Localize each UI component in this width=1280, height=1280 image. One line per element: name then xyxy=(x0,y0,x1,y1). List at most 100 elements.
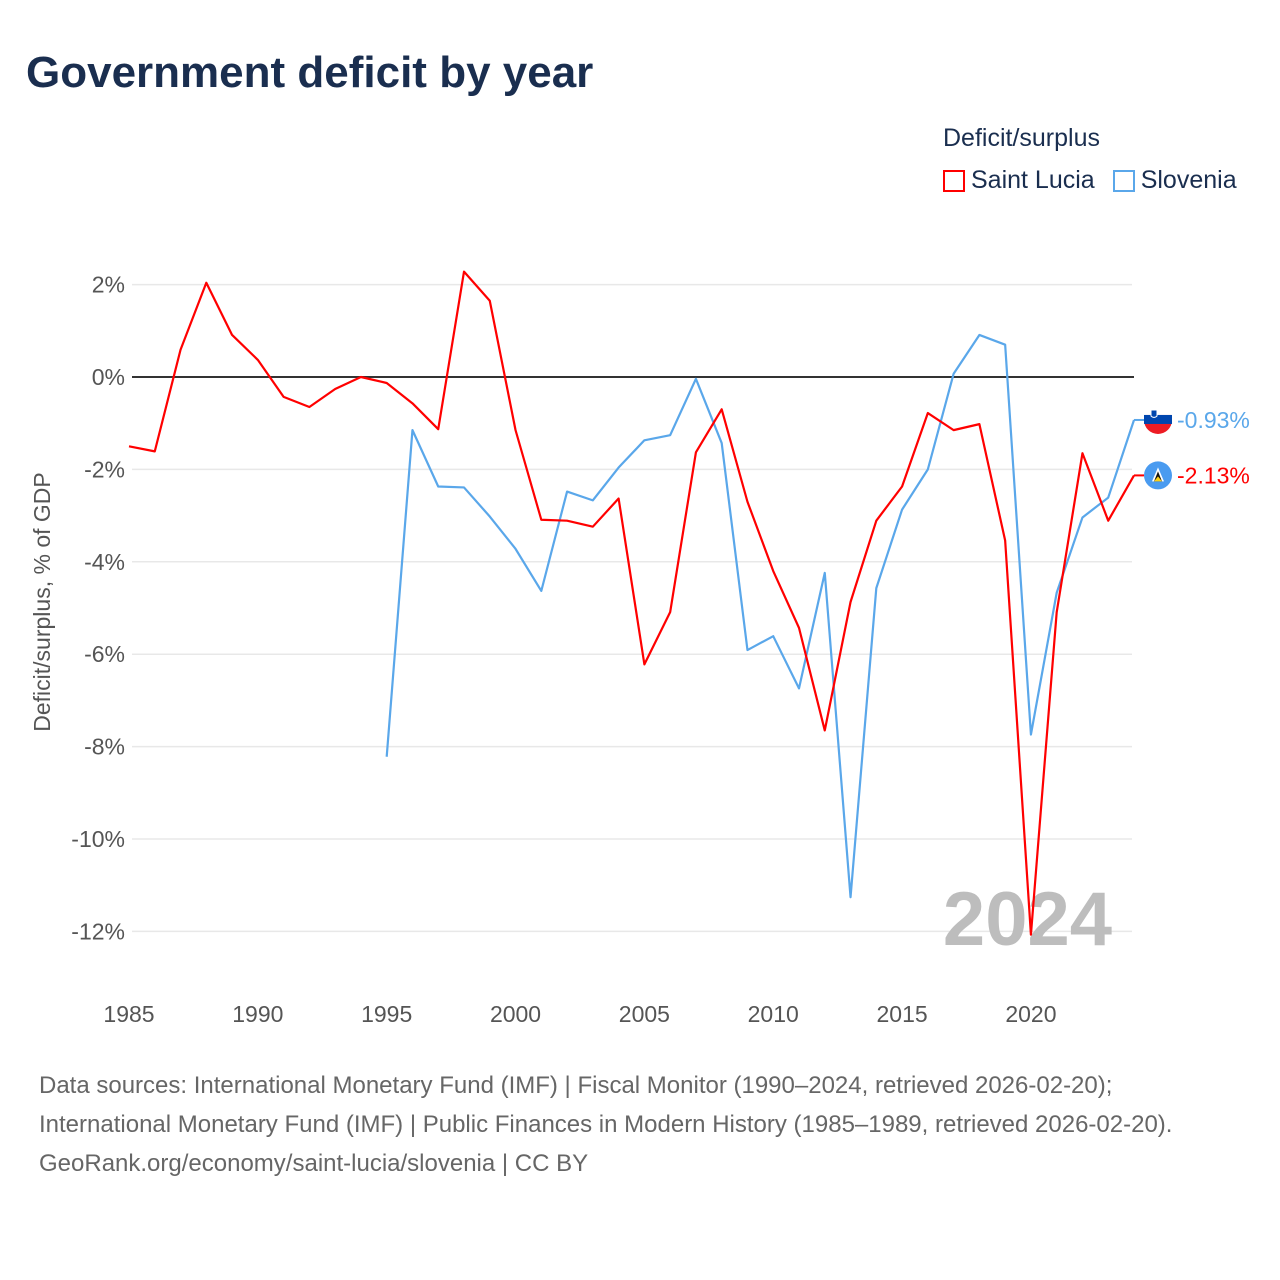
legend-item-saint-lucia[interactable]: Saint Lucia xyxy=(943,166,1095,195)
data-point-saint-lucia xyxy=(228,331,236,339)
x-tick-label: 1985 xyxy=(103,1001,154,1027)
data-point-saint-lucia xyxy=(331,385,339,393)
data-point-saint-lucia xyxy=(202,279,210,287)
data-point-slovenia xyxy=(795,684,803,692)
data-point-slovenia xyxy=(898,506,906,514)
x-tick-label: 2020 xyxy=(1005,1001,1056,1027)
legend-label: Saint Lucia xyxy=(971,166,1095,194)
flag-coat-of-arms xyxy=(1150,409,1158,418)
data-point-saint-lucia xyxy=(975,420,983,428)
data-point-saint-lucia xyxy=(512,426,520,434)
data-point-slovenia xyxy=(847,893,855,901)
data-point-slovenia xyxy=(486,513,494,521)
data-point-saint-lucia xyxy=(924,409,932,417)
footer: Data sources: International Monetary Fun… xyxy=(39,1066,1239,1183)
flag-triangle-gold xyxy=(1154,476,1162,482)
data-point-slovenia xyxy=(589,496,597,504)
y-tick-label: -4% xyxy=(84,549,125,575)
legend-swatch-saint-lucia xyxy=(943,169,965,192)
data-point-saint-lucia xyxy=(821,726,829,734)
series-line-slovenia xyxy=(385,333,1136,899)
data-point-slovenia xyxy=(1078,513,1086,521)
data-point-slovenia xyxy=(1104,494,1112,502)
y-tick-label: -10% xyxy=(71,826,125,852)
data-point-slovenia xyxy=(408,426,416,434)
legend-swatch-slovenia xyxy=(1112,169,1135,192)
data-point-slovenia xyxy=(975,331,983,339)
data-point-saint-lucia xyxy=(1104,517,1112,525)
data-point-slovenia xyxy=(769,632,777,640)
data-point-slovenia xyxy=(692,375,700,383)
data-point-saint-lucia xyxy=(460,268,468,276)
data-point-saint-lucia xyxy=(615,495,623,503)
x-tick-label: 1990 xyxy=(232,1001,283,1027)
data-point-saint-lucia xyxy=(589,523,597,531)
data-point-slovenia xyxy=(821,569,829,577)
x-tick-label: 2005 xyxy=(619,1001,670,1027)
data-point-slovenia xyxy=(563,488,571,496)
y-tick-label: 0% xyxy=(92,364,125,390)
data-point-slovenia xyxy=(537,587,545,595)
data-point-slovenia xyxy=(743,646,751,654)
data-point-saint-lucia xyxy=(847,598,855,606)
x-tick-label: 1995 xyxy=(361,1001,412,1027)
data-point-slovenia xyxy=(666,431,674,439)
y-tick-label: 2% xyxy=(92,272,125,298)
data-point-slovenia xyxy=(460,483,468,491)
x-tick-label: 2015 xyxy=(876,1001,927,1027)
data-point-saint-lucia xyxy=(408,399,416,407)
flag-stripe-blue xyxy=(1144,414,1172,424)
legend-item-slovenia[interactable]: Slovenia xyxy=(1112,166,1237,195)
data-point-saint-lucia xyxy=(872,517,880,525)
legend-title: Deficit/surplus xyxy=(943,124,1100,152)
data-point-saint-lucia xyxy=(692,448,700,456)
data-point-slovenia xyxy=(924,465,932,473)
series-line-saint-lucia xyxy=(128,270,1135,936)
data-point-slovenia xyxy=(434,482,442,490)
y-tick-label: -12% xyxy=(71,918,125,944)
data-point-saint-lucia xyxy=(177,346,185,354)
data-point-saint-lucia xyxy=(486,297,494,305)
data-point-saint-lucia xyxy=(537,516,545,524)
chart-title: Government deficit by year xyxy=(26,48,594,97)
data-point-saint-lucia xyxy=(718,405,726,413)
data-point-saint-lucia xyxy=(434,425,442,433)
data-point-slovenia xyxy=(872,584,880,592)
data-point-saint-lucia xyxy=(125,442,133,450)
flag-stripe-white xyxy=(1144,405,1172,415)
data-point-saint-lucia xyxy=(950,426,958,434)
x-tick-label: 2010 xyxy=(748,1001,799,1027)
y-axis-label: Deficit/surplus, % of GDP xyxy=(29,472,55,731)
data-point-saint-lucia xyxy=(1053,608,1061,616)
data-point-slovenia xyxy=(718,439,726,447)
x-tick-label: 2000 xyxy=(490,1001,541,1027)
end-value-label: -2.13% xyxy=(1177,462,1250,488)
attribution: GeoRank.org/economy/saint-lucia/slovenia… xyxy=(39,1150,589,1177)
data-point-saint-lucia xyxy=(383,379,391,387)
data-point-saint-lucia xyxy=(795,624,803,632)
data-point-saint-lucia xyxy=(254,356,262,364)
legend: Saint Lucia Slovenia xyxy=(943,166,1237,195)
data-point-saint-lucia xyxy=(1027,931,1035,939)
data-point-saint-lucia xyxy=(640,660,648,668)
data-point-saint-lucia xyxy=(898,482,906,490)
line-chart: 2% 0% -2% -4% -6% -8% -10% -12% 1985 1990 1995 2000… xyxy=(29,268,1250,1027)
data-point-saint-lucia xyxy=(563,517,571,525)
data-point-slovenia xyxy=(1027,731,1035,739)
y-tick-label: -6% xyxy=(84,641,125,667)
data-point-saint-lucia xyxy=(280,393,288,401)
data-point-saint-lucia xyxy=(769,567,777,575)
data-point-slovenia xyxy=(512,545,520,553)
y-tick-label: -2% xyxy=(84,456,125,482)
data-point-saint-lucia xyxy=(666,608,674,616)
data-point-slovenia xyxy=(615,464,623,472)
data-point-slovenia xyxy=(383,753,391,761)
data-point-saint-lucia xyxy=(743,498,751,506)
data-point-slovenia xyxy=(950,370,958,378)
data-point-slovenia xyxy=(1001,341,1009,349)
data-point-saint-lucia xyxy=(1078,449,1086,457)
legend-label: Slovenia xyxy=(1140,166,1237,194)
data-point-saint-lucia xyxy=(1001,537,1009,545)
data-point-saint-lucia xyxy=(357,373,365,381)
y-tick-label: -8% xyxy=(84,734,125,760)
